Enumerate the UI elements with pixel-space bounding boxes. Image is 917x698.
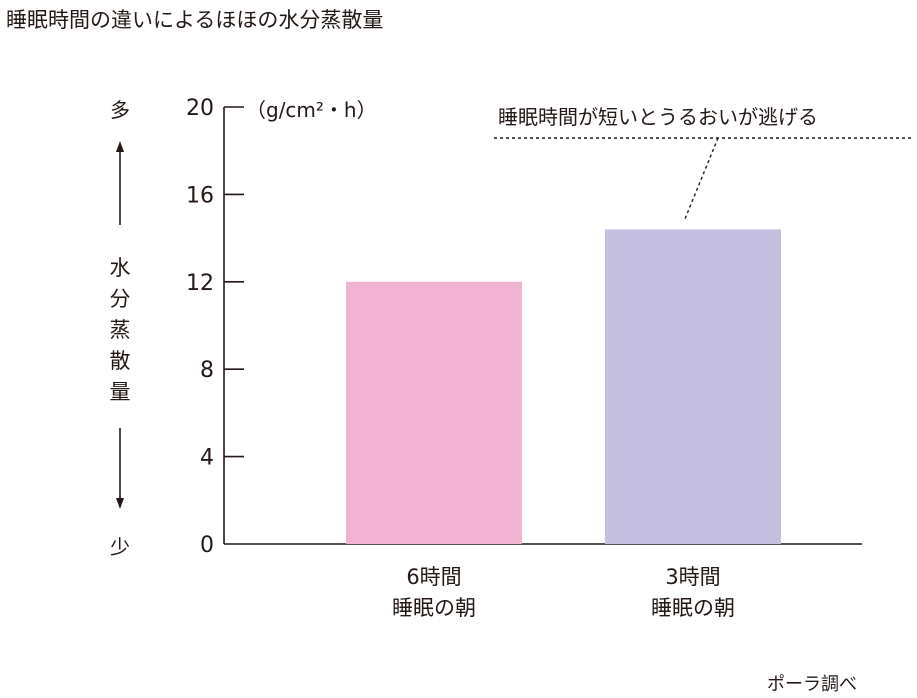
unit-label: （g/cm²・h）	[246, 98, 377, 122]
source-note: ポーラ調べ	[767, 674, 857, 695]
y-axis-high-label: 多	[110, 98, 130, 122]
y-tick-label: 16	[186, 183, 214, 208]
x-tick-label: 6時間	[406, 565, 461, 589]
y-axis-title: 水分蒸散量	[110, 256, 131, 404]
down-arrow-head	[116, 498, 124, 509]
bars	[346, 229, 781, 545]
y-tick-label: 12	[186, 271, 214, 296]
annotation: 睡眠時間が短いとうるおいが逃げる	[494, 105, 912, 222]
y-tick-label: 0	[200, 533, 214, 558]
y-tick-label: 20	[186, 96, 214, 121]
x-tick-label: 睡眠の朝	[651, 596, 735, 620]
annotation-text: 睡眠時間が短いとうるおいが逃げる	[498, 105, 818, 129]
up-arrow-head	[116, 141, 124, 152]
y-axis-low-label: 少	[110, 535, 130, 559]
bar	[605, 229, 781, 545]
y-ticks: 0 4 8 12 16 20	[186, 96, 244, 558]
y-tick-label: 4	[200, 446, 214, 471]
y-axis-label: 多 水分蒸散量 少	[110, 98, 131, 559]
annotation-leader-line	[683, 137, 719, 222]
x-tick-label: 睡眠の朝	[392, 596, 476, 620]
x-tick-label: 3時間	[665, 565, 720, 589]
bar	[346, 281, 522, 544]
y-tick-label: 8	[200, 358, 214, 383]
chart-title: 睡眠時間の違いによるほほの水分蒸散量	[6, 8, 383, 32]
